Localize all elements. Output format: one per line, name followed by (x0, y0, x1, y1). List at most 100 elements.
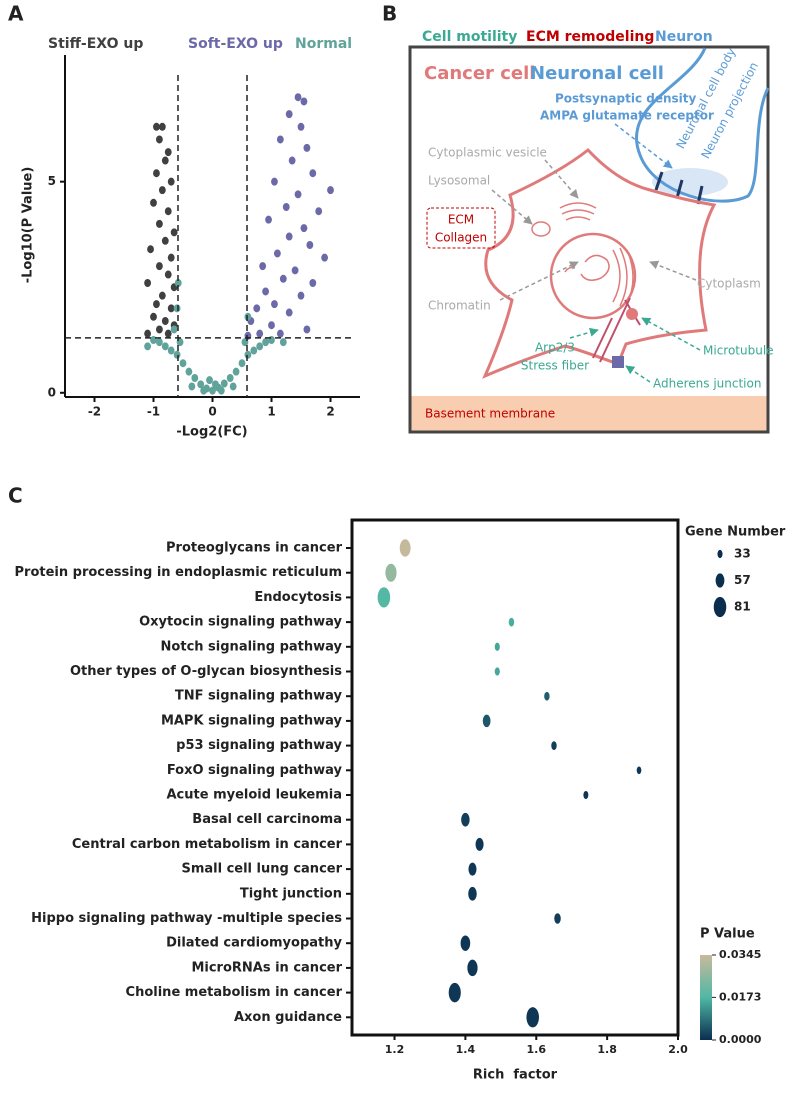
y-tick-label: Acute myeloid leukemia (166, 788, 342, 803)
y-tick-label: 5 (48, 174, 56, 188)
bubble (508, 617, 515, 627)
point (321, 253, 328, 262)
point (206, 376, 213, 385)
point (217, 386, 225, 395)
point (294, 93, 302, 102)
colorbar-label: 0.0345 (719, 948, 761, 961)
legend-label: Normal (295, 36, 352, 52)
size-legend-label: 81 (734, 600, 751, 614)
bubble (636, 766, 642, 775)
x-axis-label: -Log2(FC) (176, 425, 247, 440)
y-tick-label: MicroRNAs in cancer (191, 960, 342, 975)
point (285, 232, 293, 241)
colorbar (700, 955, 712, 1040)
point (174, 279, 182, 287)
point (167, 346, 175, 355)
size-legend-bubble (715, 573, 725, 588)
x-tick-label: 1.8 (597, 1043, 617, 1056)
point (288, 156, 296, 165)
point (279, 338, 287, 347)
point (300, 224, 308, 233)
point (188, 382, 196, 391)
bubble (460, 935, 471, 951)
bubble (399, 539, 411, 557)
arrows (491, 123, 701, 383)
legend-label: Soft-EXO up (188, 36, 283, 52)
point (253, 304, 261, 313)
point (144, 342, 152, 351)
bubble (494, 642, 500, 651)
size-legend-bubble (717, 549, 723, 559)
size-legend-title: Gene Number (685, 525, 786, 540)
bubble (461, 812, 470, 827)
point (291, 266, 299, 275)
point (156, 325, 163, 334)
point (156, 135, 163, 144)
point (173, 350, 181, 359)
y-tick-label: 0 (48, 385, 56, 399)
bubble (468, 862, 477, 876)
x-axis-label: Rich factor (473, 1068, 558, 1083)
diagram-label: Postsynaptic density (555, 92, 697, 106)
x-tick-label: 1 (267, 405, 275, 419)
diagram-label: AMPA glutamate receptor (540, 109, 714, 123)
panel-label: B (382, 2, 397, 26)
point (300, 97, 308, 106)
bubble (551, 741, 557, 750)
point (153, 122, 160, 131)
point (238, 359, 246, 368)
point (170, 325, 178, 334)
bubble (468, 886, 477, 901)
point (294, 190, 302, 199)
y-tick-label: Oxytocin signaling pathway (139, 615, 342, 630)
y-tick-label: Choline metabolism in cancer (126, 985, 343, 1000)
y-tick-label: Hippo signaling pathway -multiple specie… (31, 911, 342, 926)
diagram-label: Cytoplasm (697, 277, 761, 291)
point (220, 379, 228, 388)
y-tick-label: TNF signaling pathway (175, 689, 343, 704)
y-tick-label: Basal cell carcinoma (192, 812, 342, 827)
point (161, 342, 169, 351)
point (153, 300, 160, 309)
golgi-shape (559, 202, 597, 221)
legend-label: Stiff-EXO up (48, 36, 143, 52)
point (303, 325, 311, 334)
point (158, 291, 166, 300)
y-tick-label: Small cell lung cancer (181, 862, 342, 877)
point (161, 156, 169, 165)
point (309, 279, 317, 287)
color-legend-title: P Value (700, 927, 755, 942)
diagram-label: ECM (448, 213, 474, 227)
category-label: ECM remodeling (526, 29, 654, 45)
y-tick-label: MAPK signaling pathway (161, 713, 343, 728)
point (259, 262, 267, 271)
cell-label: Neuronal cell (530, 63, 664, 84)
point (212, 380, 219, 389)
bubble (544, 691, 550, 701)
x-tick-label: 1.4 (456, 1043, 476, 1056)
bubble (475, 837, 484, 851)
point (226, 374, 234, 382)
diagram: Cell motility ECM remodeling Neuron (408, 29, 774, 434)
diagram-label: Lysosomal (428, 174, 490, 188)
lysosome-shape (531, 221, 551, 237)
point (164, 270, 172, 279)
diagram-label: Cytoplasmic vesicle (428, 146, 547, 160)
point (279, 274, 287, 283)
point (144, 329, 152, 338)
point (244, 312, 252, 321)
cancer-cell (482, 147, 717, 379)
point (229, 382, 237, 391)
point (164, 329, 172, 338)
point (173, 304, 181, 313)
point (309, 169, 317, 178)
diagram-label: Chromatin (428, 299, 491, 313)
point (276, 135, 284, 144)
basement-band (411, 396, 767, 431)
point (144, 279, 152, 287)
y-tick-label: Other types of O-glycan biosynthesis (70, 664, 342, 679)
x-tick-label: 2 (326, 405, 334, 419)
diagram-frame (408, 45, 770, 434)
point (185, 367, 193, 376)
size-legend-label: 57 (734, 573, 751, 587)
